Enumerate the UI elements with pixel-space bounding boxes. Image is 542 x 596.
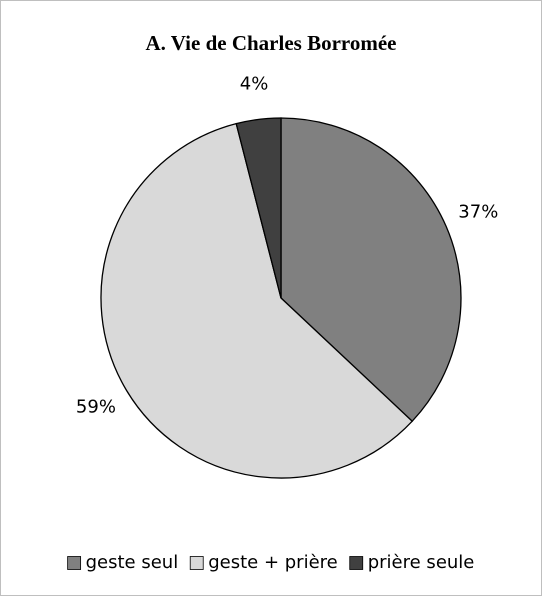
legend-swatch (189, 556, 204, 570)
legend-label: prière seule (368, 552, 475, 573)
legend-swatch (67, 556, 82, 570)
data-label: 4% (240, 74, 269, 95)
pie-slice (280, 117, 462, 423)
data-label: 37% (458, 202, 498, 223)
data-label: 59% (76, 396, 116, 417)
pie-slice (100, 122, 414, 479)
legend-label: geste + prière (208, 552, 338, 573)
legend-swatch (349, 556, 364, 570)
legend-label: geste seul (86, 552, 179, 573)
chart-title: A. Vie de Charles Borromée (146, 31, 397, 55)
pie-slice (235, 117, 282, 299)
